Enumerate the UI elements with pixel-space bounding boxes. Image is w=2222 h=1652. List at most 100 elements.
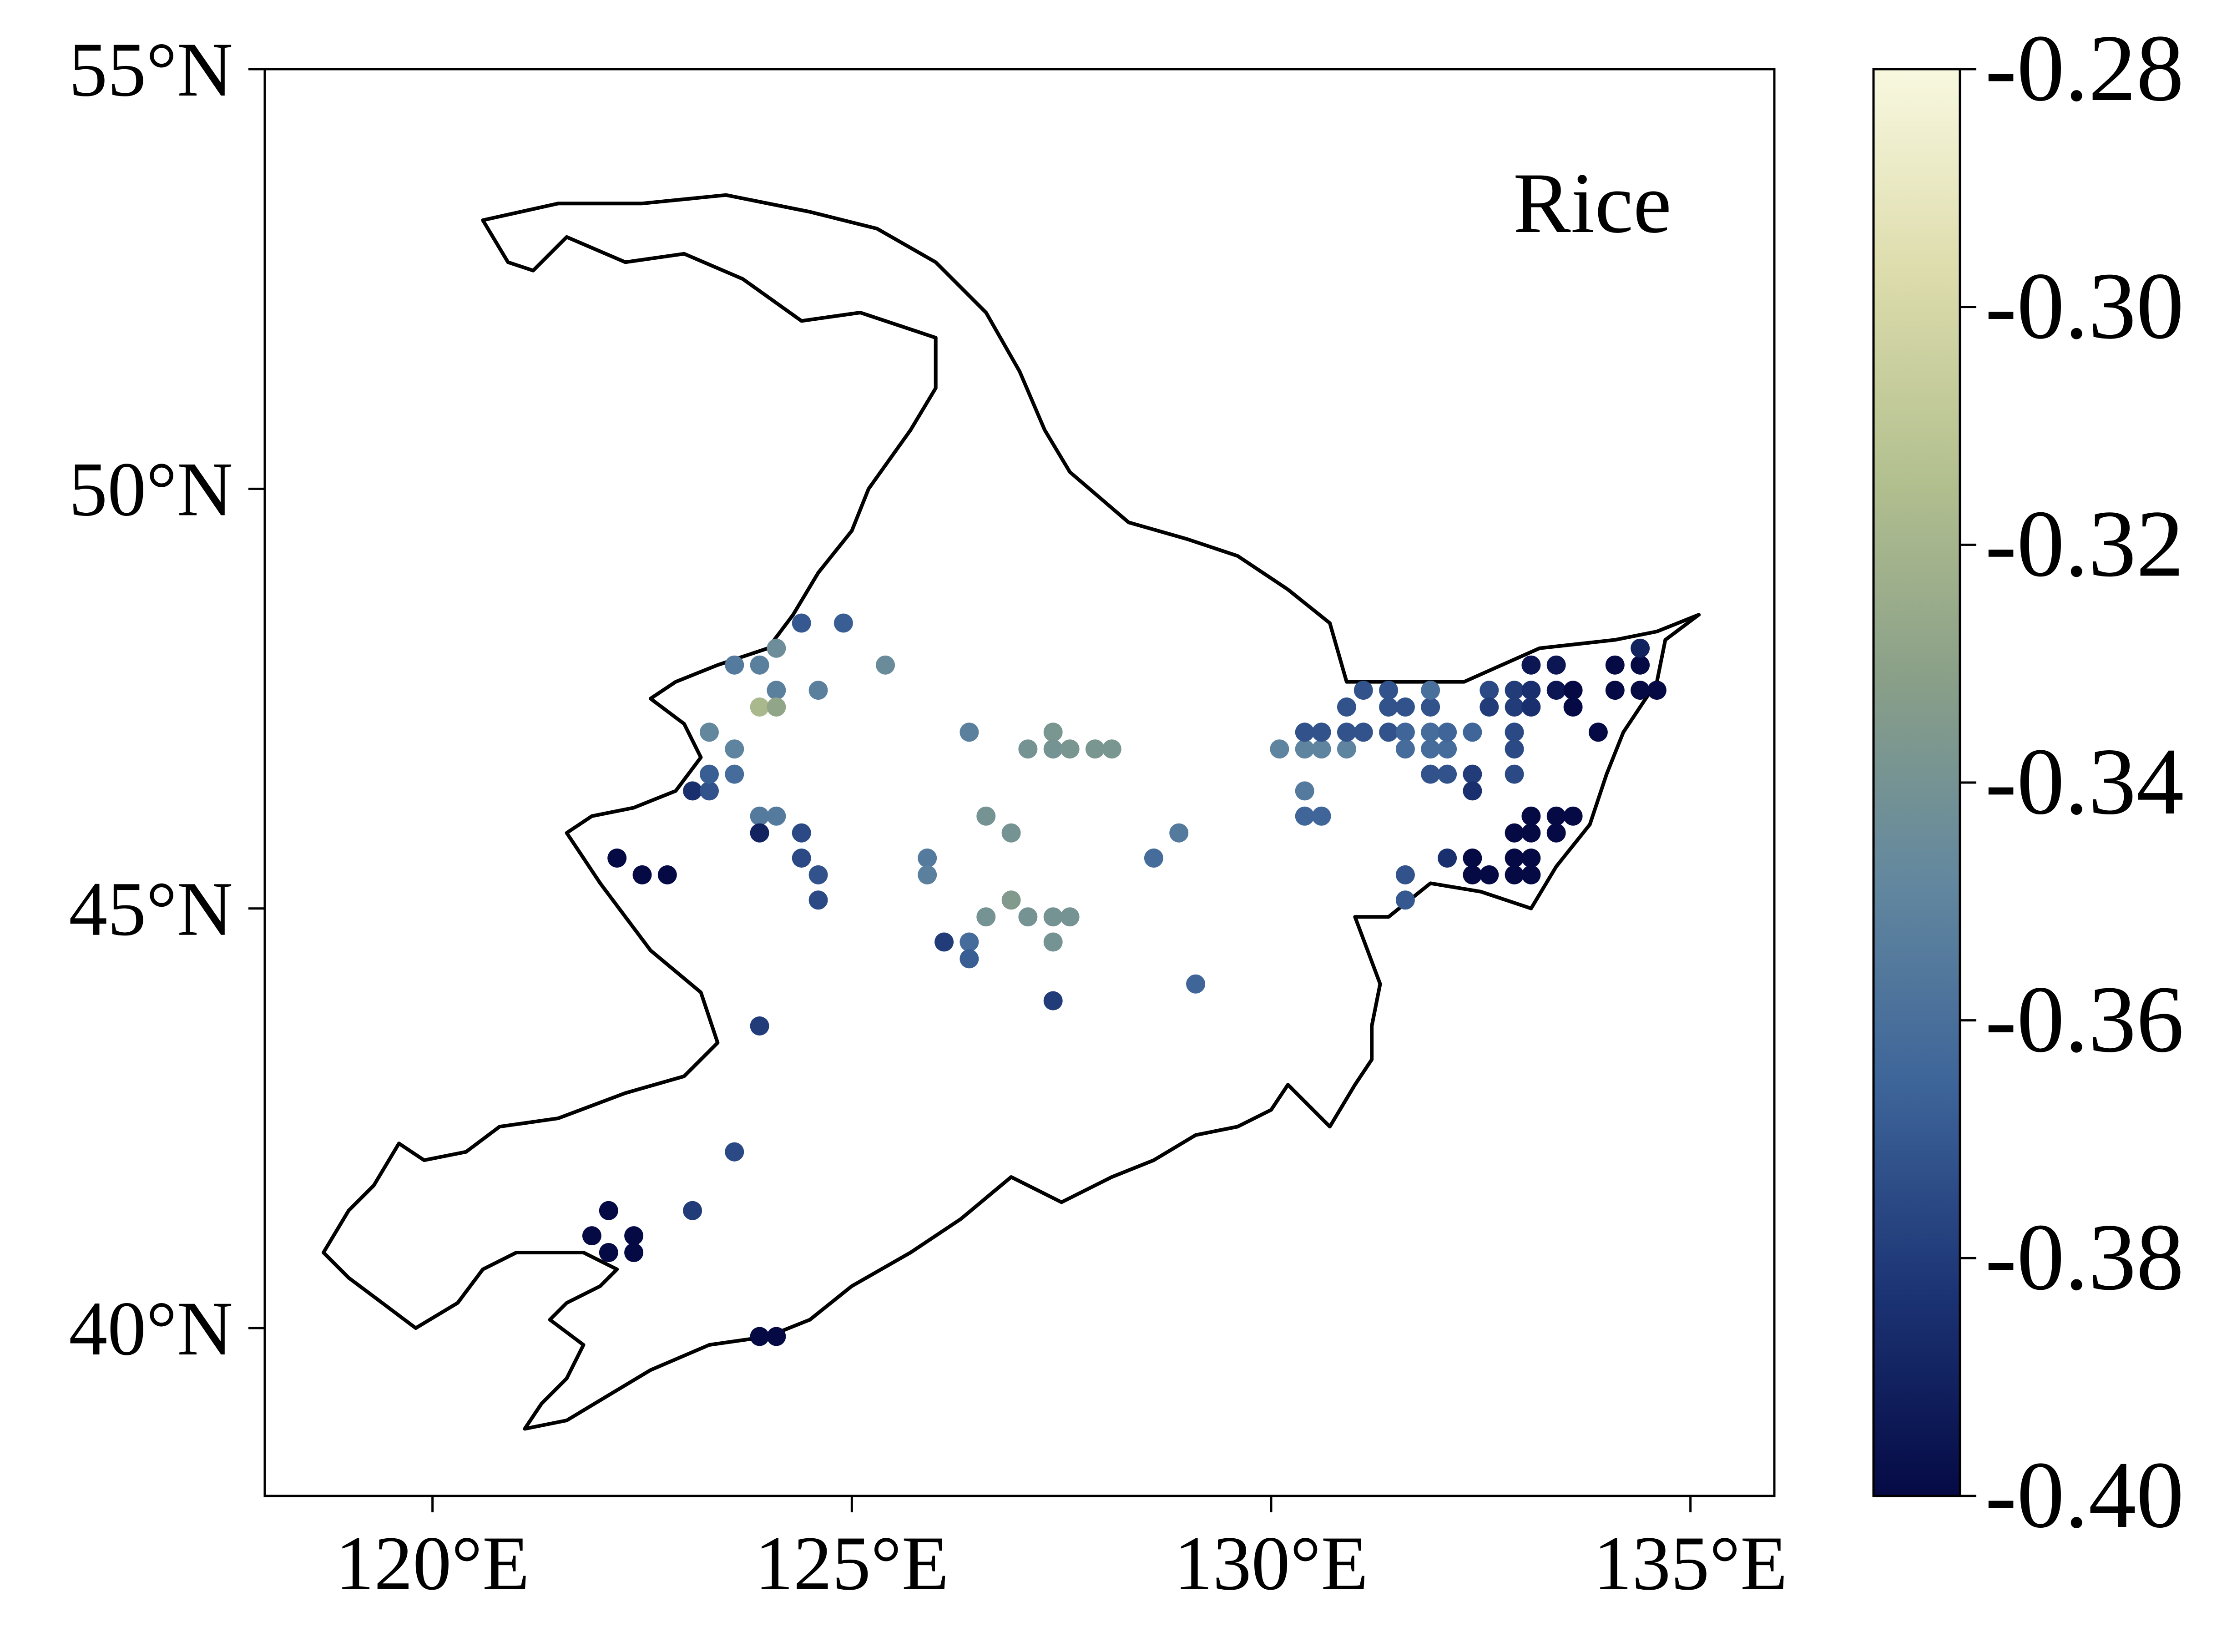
data-point	[1421, 681, 1440, 700]
data-point	[1395, 722, 1415, 742]
data-point	[1605, 655, 1625, 675]
data-point	[767, 681, 786, 700]
data-point	[1463, 764, 1482, 784]
data-point	[1480, 865, 1499, 884]
data-point	[808, 890, 828, 910]
data-point	[1521, 681, 1541, 700]
colorbar-tick-label: -0.40	[1985, 1442, 2184, 1548]
data-point	[767, 697, 786, 717]
y-tick-label: 50°N	[69, 446, 233, 532]
data-point	[725, 655, 744, 675]
x-tick-label: 120°E	[335, 1521, 530, 1606]
data-point	[599, 1201, 618, 1220]
data-point	[700, 764, 719, 784]
data-point	[700, 781, 719, 801]
data-point	[1463, 722, 1482, 742]
data-point	[792, 613, 811, 633]
data-point	[1102, 739, 1121, 759]
data-point	[1546, 806, 1566, 826]
data-point	[1295, 806, 1314, 826]
data-point	[1505, 697, 1524, 717]
data-point	[1337, 722, 1356, 742]
data-point	[1169, 823, 1189, 843]
data-point	[767, 638, 786, 658]
data-point	[1060, 907, 1080, 927]
data-point	[1505, 722, 1524, 742]
data-point	[1505, 823, 1524, 843]
data-point	[1295, 739, 1314, 759]
data-point	[1421, 722, 1440, 742]
colorbar-tick-label: -0.30	[1985, 253, 2184, 359]
region-boundary	[322, 193, 1701, 1431]
data-point	[1631, 681, 1650, 700]
data-point	[750, 697, 769, 717]
data-point	[976, 806, 996, 826]
x-tick-label: 130°E	[1174, 1521, 1369, 1606]
data-point	[750, 806, 769, 826]
data-point	[1563, 697, 1583, 717]
data-point	[792, 823, 811, 843]
data-point	[1647, 681, 1666, 700]
data-point	[1521, 823, 1541, 843]
data-point	[1546, 823, 1566, 843]
data-points	[582, 613, 1666, 1346]
data-point	[1505, 865, 1524, 884]
data-point	[1421, 697, 1440, 717]
data-point	[1186, 974, 1206, 994]
data-point	[657, 865, 677, 884]
data-point	[1563, 681, 1583, 700]
data-point	[624, 1226, 644, 1246]
data-point	[792, 849, 811, 868]
data-point	[750, 1327, 769, 1346]
data-point	[624, 1243, 644, 1262]
data-point	[725, 1142, 744, 1162]
data-point	[1521, 865, 1541, 884]
data-point	[1463, 849, 1482, 868]
data-point	[599, 1243, 618, 1262]
data-point	[1563, 806, 1583, 826]
data-point	[1438, 722, 1457, 742]
data-point	[1353, 681, 1373, 700]
data-point	[750, 823, 769, 843]
data-point	[750, 1016, 769, 1036]
data-point	[1631, 655, 1650, 675]
data-point	[1438, 739, 1457, 759]
y-tick-label: 40°N	[69, 1286, 233, 1371]
y-tick-label: 45°N	[69, 866, 233, 952]
data-point	[1521, 655, 1541, 675]
data-point	[1144, 849, 1163, 868]
data-point	[960, 932, 979, 952]
data-point	[1505, 849, 1524, 868]
axes: 120°E 125°E 130°E 135°E 40°N 45°N 50°N 55°N	[69, 27, 1788, 1606]
data-point	[1001, 823, 1021, 843]
data-point	[1521, 849, 1541, 868]
data-point	[1546, 681, 1566, 700]
axes-frame	[263, 68, 1776, 1497]
data-point	[918, 865, 937, 884]
data-point	[1546, 655, 1566, 675]
chart-title: Rice	[1513, 156, 1672, 251]
data-point	[1605, 681, 1625, 700]
data-point	[1312, 739, 1331, 759]
data-point	[683, 781, 702, 801]
data-point	[725, 764, 744, 784]
data-point	[700, 722, 719, 742]
data-point	[1379, 722, 1399, 742]
data-point	[1505, 739, 1524, 759]
data-point	[1312, 722, 1331, 742]
y-tick-label: 55°N	[69, 27, 233, 112]
data-point	[1043, 932, 1063, 952]
data-point	[976, 907, 996, 927]
data-point	[876, 655, 895, 675]
plot-area	[265, 69, 1774, 1496]
data-point	[833, 613, 853, 633]
colorbar-tick-label: -0.34	[1985, 729, 2184, 834]
data-point	[1521, 697, 1541, 717]
data-point	[1043, 907, 1063, 927]
data-point	[1270, 739, 1289, 759]
data-point	[1295, 722, 1314, 742]
colorbar-tick-label: -0.36	[1985, 967, 2184, 1072]
data-point	[683, 1201, 702, 1220]
data-point	[1480, 681, 1499, 700]
